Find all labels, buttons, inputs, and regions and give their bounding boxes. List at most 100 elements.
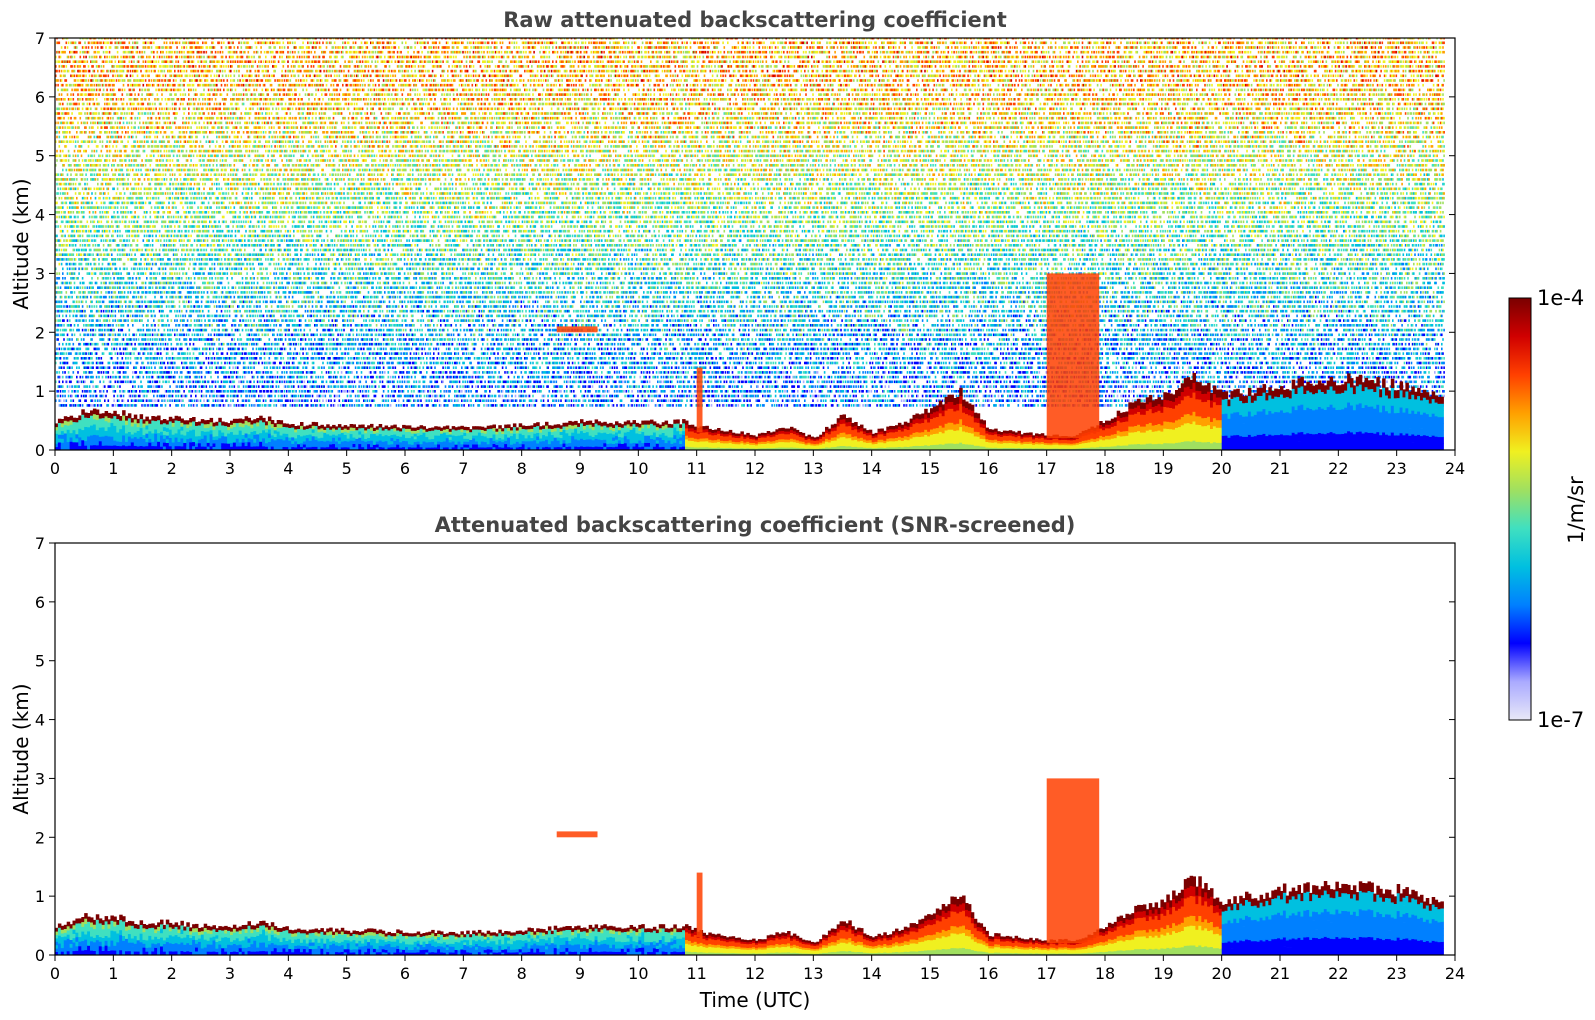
noise-cell xyxy=(84,183,86,186)
noise-cell xyxy=(124,362,126,365)
noise-cell xyxy=(112,136,114,139)
noise-cell xyxy=(83,324,85,327)
noise-cell xyxy=(91,310,93,313)
noise-cell xyxy=(173,286,175,289)
noise-cell xyxy=(139,112,141,115)
noise-cell xyxy=(155,263,157,266)
noise-cell xyxy=(122,235,124,238)
noise-cell xyxy=(71,291,73,294)
noise-cell xyxy=(169,173,171,176)
noise-cell xyxy=(78,159,80,162)
noise-cell xyxy=(159,122,161,125)
noise-cell xyxy=(129,159,131,162)
noise-cell xyxy=(67,362,69,365)
noise-cell xyxy=(152,239,154,242)
noise-cell xyxy=(173,282,175,285)
noise-cell xyxy=(164,42,166,45)
noise-cell xyxy=(70,404,72,407)
noise-cell xyxy=(182,286,184,289)
noise-cell xyxy=(56,357,58,360)
noise-cell xyxy=(138,164,140,167)
noise-cell xyxy=(116,301,118,304)
noise-cell xyxy=(103,188,105,191)
noise-cell xyxy=(109,155,111,158)
noise-cell xyxy=(112,305,114,308)
noise-cell xyxy=(59,131,61,134)
noise-cell xyxy=(126,348,128,351)
noise-cell xyxy=(175,126,177,129)
noise-cell xyxy=(164,329,166,332)
noise-cell xyxy=(92,253,94,256)
noise-cell xyxy=(136,334,138,337)
noise-cell xyxy=(111,357,113,360)
noise-cell xyxy=(131,244,133,247)
noise-cell xyxy=(103,381,105,384)
noise-cell xyxy=(150,334,152,337)
noise-cell xyxy=(150,197,152,200)
noise-cell xyxy=(97,343,99,346)
noise-cell xyxy=(152,235,154,238)
noise-cell xyxy=(154,98,156,101)
noise-cell xyxy=(63,399,65,402)
noise-cell xyxy=(143,286,145,289)
noise-cell xyxy=(155,235,157,238)
noise-cell xyxy=(174,310,176,313)
noise-cell xyxy=(176,371,178,374)
noise-cell xyxy=(76,253,78,256)
noise-cell xyxy=(132,42,134,45)
noise-cell xyxy=(109,319,111,322)
noise-cell xyxy=(140,357,142,360)
noise-cell xyxy=(64,277,66,280)
noise-cell xyxy=(113,188,115,191)
noise-cell xyxy=(99,84,101,87)
noise-cell xyxy=(157,357,159,360)
noise-cell xyxy=(97,277,99,280)
noise-cell xyxy=(146,249,148,252)
noise-cell xyxy=(166,357,168,360)
noise-cell xyxy=(131,310,133,313)
noise-cell xyxy=(147,404,149,407)
noise-cell xyxy=(101,282,103,285)
noise-cell xyxy=(95,334,97,337)
noise-cell xyxy=(68,159,70,162)
noise-cell xyxy=(89,140,91,143)
noise-cell xyxy=(133,46,135,49)
noise-cell xyxy=(66,169,68,172)
noise-cell xyxy=(70,164,72,167)
noise-cell xyxy=(96,98,98,101)
noise-cell xyxy=(111,60,113,63)
noise-cell xyxy=(139,376,141,379)
noise-cell xyxy=(64,98,66,101)
noise-cell xyxy=(158,362,160,365)
noise-cell xyxy=(70,188,72,191)
noise-cell xyxy=(77,286,79,289)
noise-cell xyxy=(139,178,141,181)
noise-cell xyxy=(77,155,79,158)
noise-cell xyxy=(69,366,71,369)
noise-cell xyxy=(57,122,59,125)
noise-cell xyxy=(138,103,140,106)
noise-cell xyxy=(186,117,188,120)
noise-cell xyxy=(125,301,127,304)
noise-cell xyxy=(179,376,181,379)
noise-cell xyxy=(169,197,171,200)
noise-cell xyxy=(130,362,132,365)
noise-cell xyxy=(70,103,72,106)
noise-cell xyxy=(165,84,167,87)
noise-cell xyxy=(176,145,178,148)
noise-cell xyxy=(117,221,119,224)
noise-cell xyxy=(83,169,85,172)
noise-cell xyxy=(123,399,125,402)
noise-cell xyxy=(180,84,182,87)
noise-cell xyxy=(119,371,121,374)
noise-cell xyxy=(69,338,71,341)
noise-cell xyxy=(187,244,189,247)
noise-cell xyxy=(61,249,63,252)
noise-cell xyxy=(137,75,139,78)
noise-cell xyxy=(168,150,170,153)
noise-cell xyxy=(75,65,77,68)
noise-cell xyxy=(183,319,185,322)
noise-cell xyxy=(129,173,131,176)
noise-cell xyxy=(117,253,119,256)
noise-cell xyxy=(129,334,131,337)
